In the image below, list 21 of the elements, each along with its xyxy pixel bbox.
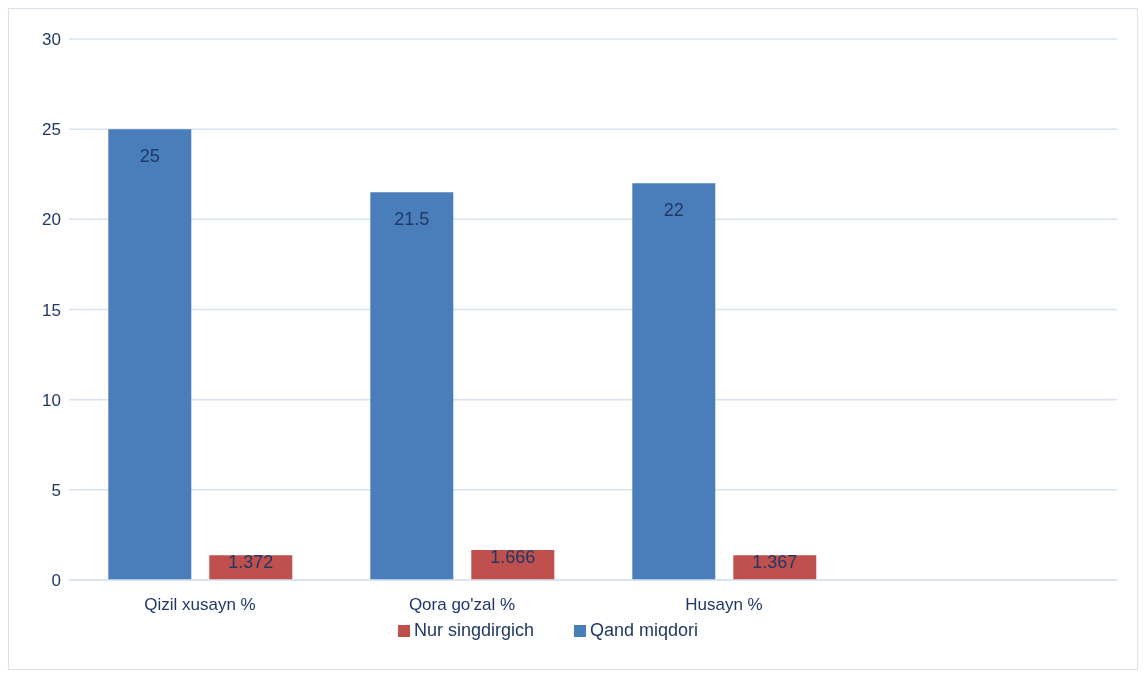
data-label: 1.372 — [228, 552, 274, 573]
x-tick-label: Qora go'zal % — [408, 595, 516, 615]
y-tick-label: 10 — [42, 390, 61, 410]
data-label: 25 — [139, 145, 160, 166]
y-tick-label: 25 — [42, 120, 61, 140]
x-tick-label: Husayn % — [685, 595, 763, 615]
data-label: 1.666 — [490, 546, 536, 567]
x-tick-label: Qizil xusayn % — [144, 595, 256, 615]
legend-label: Nur singdirgich — [413, 620, 534, 640]
legend-label: Qand miqdori — [590, 620, 699, 640]
y-tick-label: 5 — [51, 480, 61, 500]
bar — [370, 192, 454, 580]
bar — [632, 183, 716, 580]
y-tick-label: 20 — [42, 210, 61, 230]
y-tick-label: 0 — [51, 571, 61, 591]
data-label: 21.5 — [394, 209, 430, 230]
y-tick-label: 30 — [42, 30, 61, 50]
y-tick-label: 15 — [42, 300, 61, 320]
data-label: 1.367 — [752, 552, 798, 573]
bar — [108, 129, 192, 580]
data-label: 22 — [663, 200, 684, 221]
